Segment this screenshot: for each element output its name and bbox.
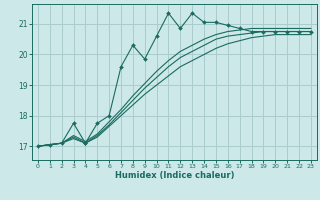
X-axis label: Humidex (Indice chaleur): Humidex (Indice chaleur) <box>115 171 234 180</box>
